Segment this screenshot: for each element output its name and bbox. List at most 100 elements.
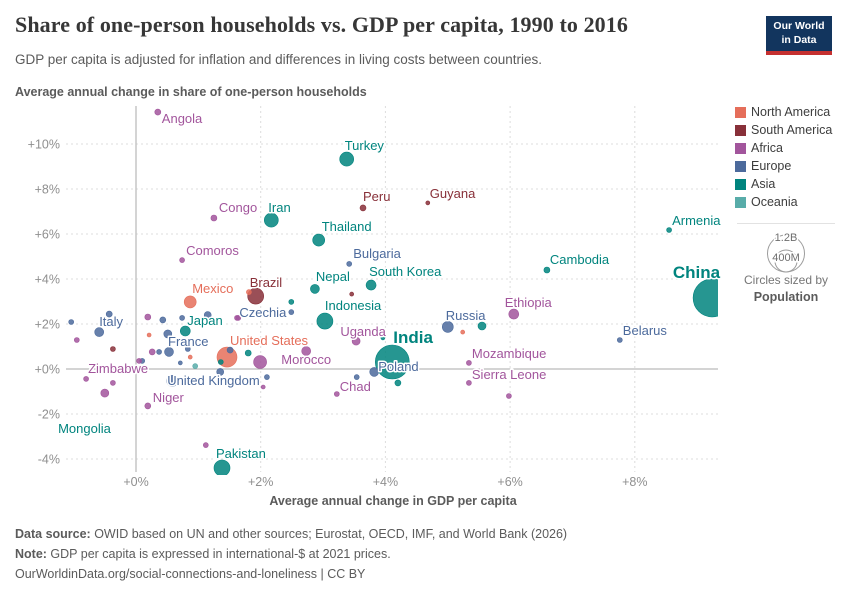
- data-point-uganda[interactable]: [351, 336, 361, 346]
- data-point-cambodia[interactable]: [543, 266, 551, 274]
- data-point[interactable]: [187, 354, 193, 360]
- data-point-morocco[interactable]: [301, 346, 312, 356]
- legend-item-europe[interactable]: Europe: [735, 159, 847, 173]
- legend-swatch: [735, 178, 746, 190]
- legend-label: Oceania: [751, 195, 798, 209]
- data-point-mexico[interactable]: [183, 295, 197, 309]
- data-point[interactable]: [260, 384, 266, 390]
- data-point-turkey[interactable]: [339, 151, 355, 167]
- data-point-mongolia[interactable]: [51, 434, 56, 439]
- legend-item-asia[interactable]: Asia: [735, 177, 847, 191]
- y-tick-label: +0%: [35, 363, 60, 377]
- data-point[interactable]: [380, 335, 386, 341]
- data-point[interactable]: [203, 311, 212, 319]
- data-point-ethiopia[interactable]: [508, 308, 520, 320]
- data-point-france[interactable]: [164, 347, 174, 357]
- data-point-india[interactable]: [374, 344, 410, 380]
- data-point[interactable]: [477, 321, 487, 331]
- point-label-morocco: Morocco: [281, 352, 331, 367]
- point-label-united-kingdom: United Kingdom: [167, 373, 260, 388]
- data-point-iran[interactable]: [263, 212, 279, 228]
- data-point-sierra-leone[interactable]: [466, 380, 472, 386]
- data-point[interactable]: [146, 332, 152, 338]
- data-point-japan[interactable]: [180, 325, 191, 337]
- data-point[interactable]: [349, 291, 355, 297]
- size-legend-inner-circle: [774, 249, 798, 273]
- data-point-guyana[interactable]: [425, 200, 431, 206]
- data-point-russia[interactable]: [441, 321, 454, 333]
- data-point[interactable]: [216, 368, 224, 376]
- data-point[interactable]: [506, 393, 512, 399]
- size-legend-caption-line1: Circles sized by: [743, 273, 829, 287]
- data-point-niger[interactable]: [144, 402, 152, 410]
- data-point[interactable]: [264, 374, 270, 380]
- data-point[interactable]: [156, 349, 162, 355]
- legend-item-north-america[interactable]: North America: [735, 105, 847, 119]
- data-point[interactable]: [288, 299, 295, 305]
- data-point-mozambique[interactable]: [466, 360, 472, 366]
- data-point[interactable]: [136, 358, 142, 364]
- data-point[interactable]: [234, 315, 240, 321]
- data-point-peru[interactable]: [359, 204, 367, 212]
- data-point[interactable]: [203, 442, 209, 448]
- footer-note-text: GDP per capita is expressed in internati…: [46, 547, 391, 561]
- footer-link[interactable]: OurWorldinData.org/social-connections-an…: [15, 567, 366, 581]
- data-point[interactable]: [192, 363, 198, 369]
- data-point[interactable]: [353, 374, 360, 380]
- data-point[interactable]: [100, 388, 110, 398]
- data-point-bulgaria[interactable]: [346, 261, 353, 267]
- data-point-comoros[interactable]: [179, 257, 185, 263]
- data-point[interactable]: [218, 359, 224, 365]
- data-point-poland[interactable]: [369, 367, 380, 377]
- legend-item-africa[interactable]: Africa: [735, 141, 847, 155]
- legend-item-south-america[interactable]: South America: [735, 123, 847, 137]
- data-point[interactable]: [244, 349, 252, 357]
- data-point[interactable]: [163, 329, 173, 339]
- data-point-thailand[interactable]: [312, 233, 326, 247]
- data-point[interactable]: [179, 315, 185, 321]
- data-point-indonesia[interactable]: [316, 312, 334, 330]
- point-label-peru: Peru: [363, 189, 390, 204]
- data-point-angola[interactable]: [154, 108, 162, 116]
- data-point-chad[interactable]: [333, 391, 340, 397]
- data-point-china[interactable]: [692, 278, 731, 318]
- x-axis-title: Average annual change in GDP per capita: [269, 494, 517, 508]
- owid-logo[interactable]: Our World in Data: [766, 16, 832, 56]
- data-point-congo[interactable]: [210, 214, 218, 222]
- y-tick-label: +4%: [35, 273, 60, 287]
- y-axis-title: Average annual change in share of one-pe…: [15, 85, 367, 99]
- x-tick-label: +8%: [622, 475, 647, 489]
- size-legend: 1.2B 400M: [767, 231, 805, 273]
- data-point-united-kingdom[interactable]: [166, 375, 178, 387]
- data-point[interactable]: [148, 348, 156, 356]
- point-label-zimbabwe: Zimbabwe: [88, 361, 148, 376]
- data-point[interactable]: [105, 310, 113, 318]
- data-point[interactable]: [110, 380, 116, 386]
- data-point-zimbabwe[interactable]: [83, 376, 89, 382]
- footer-source-text: OWID based on UN and other sources; Euro…: [90, 527, 568, 541]
- data-point[interactable]: [110, 346, 116, 352]
- data-point[interactable]: [253, 355, 267, 369]
- data-point[interactable]: [226, 346, 234, 354]
- data-point-czechia[interactable]: [288, 309, 295, 315]
- data-point[interactable]: [394, 379, 402, 387]
- data-point[interactable]: [185, 346, 191, 352]
- point-label-chad: Chad: [340, 379, 371, 394]
- data-point-belarus[interactable]: [616, 337, 623, 343]
- data-point-nepal[interactable]: [310, 284, 320, 294]
- point-label-belarus: Belarus: [623, 323, 668, 338]
- data-point[interactable]: [246, 289, 252, 295]
- data-point[interactable]: [460, 329, 466, 335]
- data-point-pakistan[interactable]: [213, 459, 231, 476]
- data-point[interactable]: [144, 313, 152, 321]
- data-point[interactable]: [68, 319, 74, 325]
- data-point[interactable]: [159, 316, 167, 324]
- data-point-armenia[interactable]: [666, 227, 672, 233]
- data-point-south-korea[interactable]: [365, 279, 377, 291]
- data-point[interactable]: [178, 360, 183, 366]
- data-point-brazil[interactable]: [247, 287, 264, 305]
- point-label-brazil: Brazil: [250, 275, 283, 290]
- data-point[interactable]: [74, 337, 80, 343]
- legend-item-oceania[interactable]: Oceania: [735, 195, 847, 209]
- data-point-italy[interactable]: [94, 327, 104, 337]
